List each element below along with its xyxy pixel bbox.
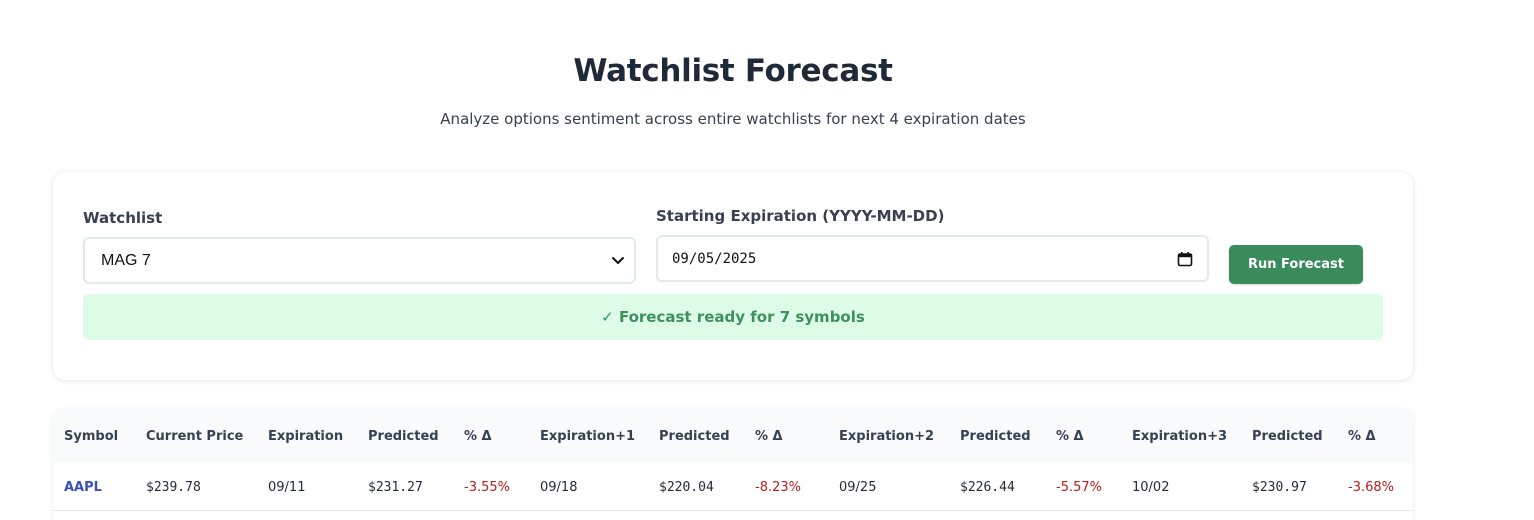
column-header-predicted-3[interactable]: Predicted	[1252, 429, 1323, 444]
expiration-date-value: 09/05/2025	[672, 250, 757, 267]
pct-change-1: -8.23%	[755, 480, 801, 495]
run-forecast-button[interactable]: Run Forecast	[1229, 245, 1363, 284]
watchlist-label: Watchlist	[83, 209, 163, 227]
expiration-date-1: 09/18	[540, 480, 578, 495]
page-subtitle: Analyze options sentiment across entire …	[440, 110, 1026, 128]
pct-change-2: -5.57%	[1056, 480, 1102, 495]
calendar-icon[interactable]	[1177, 251, 1193, 267]
table-row: AAPL $239.78 09/11 $231.27 -3.55% 09/18 …	[53, 463, 1413, 511]
expiration-date-2: 09/25	[839, 480, 877, 495]
predicted-price-1: $220.04	[659, 480, 714, 495]
current-price: $239.78	[146, 480, 201, 495]
column-header-expiration-1[interactable]: Expiration+1	[540, 429, 636, 444]
predicted-price-3: $230.97	[1252, 480, 1307, 495]
pct-change-3: -3.68%	[1348, 480, 1394, 495]
forecast-form-card: Watchlist MAG 7 Starting Expiration (YYY…	[53, 172, 1413, 380]
column-header-expiration-3[interactable]: Expiration+3	[1132, 429, 1228, 444]
column-header-expiration[interactable]: Expiration	[268, 429, 344, 444]
status-message: ✓ Forecast ready for 7 symbols	[83, 294, 1383, 340]
column-header-current-price[interactable]: Current Price	[146, 429, 244, 444]
predicted-price-2: $226.44	[960, 480, 1015, 495]
column-header-pct-change-1[interactable]: % Δ	[755, 429, 783, 444]
expiration-date-input[interactable]: 09/05/2025	[656, 235, 1209, 282]
column-header-pct-change-2[interactable]: % Δ	[1056, 429, 1084, 444]
watchlist-select-value: MAG 7	[101, 251, 151, 269]
column-header-pct-change-3[interactable]: % Δ	[1348, 429, 1376, 444]
chevron-down-icon	[612, 257, 624, 264]
watchlist-select[interactable]: MAG 7	[83, 237, 636, 284]
expiration-label: Starting Expiration (YYYY-MM-DD)	[656, 207, 945, 225]
pct-change: -3.55%	[464, 480, 510, 495]
column-header-predicted-1[interactable]: Predicted	[659, 429, 730, 444]
column-header-symbol[interactable]: Symbol	[64, 429, 119, 444]
column-header-pct-change[interactable]: % Δ	[464, 429, 492, 444]
expiration-date: 09/11	[268, 480, 306, 495]
forecast-table: Symbol Current Price Expiration Predicte…	[53, 409, 1413, 520]
expiration-date-3: 10/02	[1132, 480, 1170, 495]
page-title: Watchlist Forecast	[573, 53, 893, 89]
column-header-predicted-2[interactable]: Predicted	[960, 429, 1031, 444]
predicted-price: $231.27	[368, 480, 423, 495]
column-header-expiration-2[interactable]: Expiration+2	[839, 429, 935, 444]
symbol-link[interactable]: AAPL	[64, 480, 102, 495]
table-header: Symbol Current Price Expiration Predicte…	[53, 409, 1413, 463]
column-header-predicted[interactable]: Predicted	[368, 429, 439, 444]
